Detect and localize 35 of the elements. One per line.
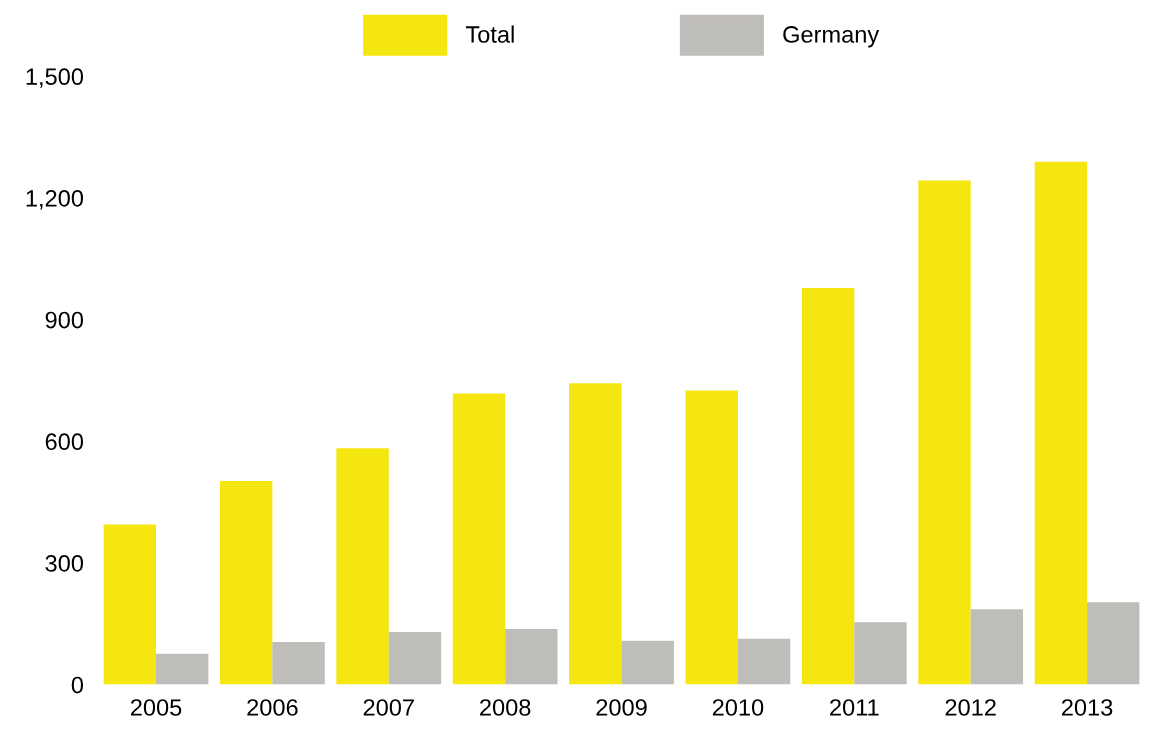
bar bbox=[621, 640, 674, 685]
x-tick-label: 2012 bbox=[945, 699, 996, 716]
y-tick-label: 300 bbox=[45, 555, 84, 572]
bar bbox=[272, 642, 325, 685]
bar bbox=[854, 622, 907, 685]
y-tick-label: 600 bbox=[45, 433, 84, 451]
bar bbox=[970, 609, 1024, 685]
bar bbox=[388, 631, 442, 685]
legend-label: Total bbox=[465, 25, 514, 43]
bar bbox=[1034, 161, 1088, 685]
x-tick-label: 2008 bbox=[480, 699, 531, 716]
y-tick-label: 1,500 bbox=[26, 68, 84, 88]
bar bbox=[156, 653, 209, 685]
x-tick-label: 2010 bbox=[712, 699, 764, 716]
legend-label: Germany bbox=[783, 26, 880, 48]
bar bbox=[918, 180, 971, 685]
x-tick-label: 2009 bbox=[596, 699, 647, 716]
bar bbox=[685, 390, 738, 685]
bar bbox=[737, 638, 791, 685]
bar bbox=[801, 287, 855, 685]
bar bbox=[336, 448, 389, 685]
bar bbox=[103, 524, 157, 685]
bar bbox=[1087, 602, 1140, 685]
y-tick-label: 0 bbox=[71, 676, 84, 694]
x-tick-label: 2013 bbox=[1061, 699, 1113, 716]
y-tick-label: 1,200 bbox=[26, 189, 84, 210]
x-tick-label: 2006 bbox=[247, 699, 298, 716]
bar bbox=[220, 481, 273, 685]
y-tick-label: 900 bbox=[45, 311, 84, 329]
bar bbox=[452, 393, 506, 685]
x-tick-label: 2007 bbox=[363, 699, 414, 716]
bar bbox=[505, 629, 558, 685]
x-tick-label: 2011 bbox=[830, 699, 879, 716]
bar bbox=[569, 383, 622, 685]
x-tick-label: 2005 bbox=[130, 699, 182, 716]
